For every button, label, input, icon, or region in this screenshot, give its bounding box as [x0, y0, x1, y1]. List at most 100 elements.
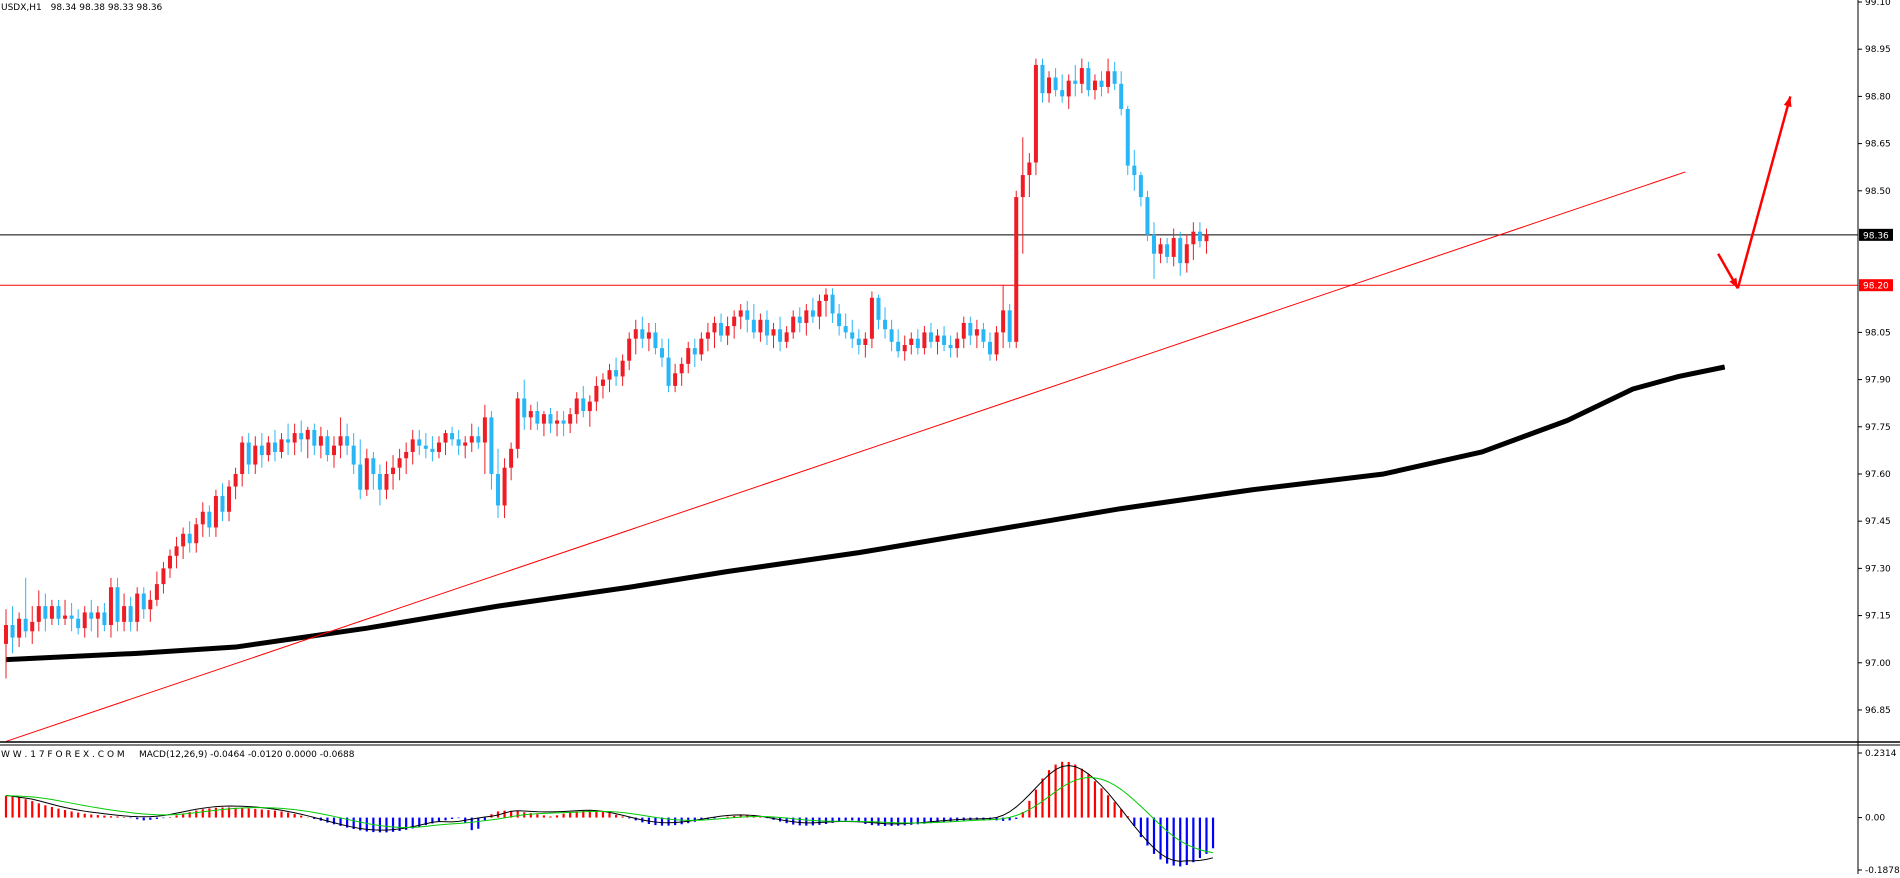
candle-body: [784, 332, 789, 342]
candle-body: [909, 338, 914, 345]
candle-body: [4, 625, 8, 644]
candle-body: [1053, 77, 1058, 91]
candle-body: [63, 615, 68, 619]
candle-body: [935, 335, 940, 342]
candle-body: [528, 411, 533, 418]
candle-body: [1047, 77, 1052, 94]
candle-body: [95, 612, 100, 619]
candle-body: [332, 445, 336, 456]
candle-body: [869, 297, 874, 339]
candle-body: [1066, 80, 1071, 97]
candle-body: [771, 329, 776, 336]
candle-body: [377, 473, 382, 490]
candle-body: [876, 297, 881, 320]
candle-body: [69, 615, 74, 619]
candle-body: [535, 411, 540, 424]
candle-body: [830, 294, 835, 314]
moving-average-line: [5, 364, 1726, 663]
candle-body: [128, 606, 133, 622]
candle-body: [837, 313, 842, 327]
candle-body: [141, 593, 146, 610]
candle-body: [496, 473, 500, 506]
candle-body: [456, 439, 461, 446]
candle-body: [686, 348, 691, 364]
candle-body: [30, 621, 35, 632]
candle-body: [673, 373, 678, 386]
candle-body: [200, 511, 205, 525]
candle-body: [692, 348, 697, 355]
candle-body: [981, 329, 986, 342]
candle-body: [1020, 175, 1025, 198]
y-tick-label: 96.85: [1865, 706, 1891, 716]
candle-body: [1165, 244, 1170, 257]
candle-body: [286, 439, 291, 443]
candle-body: [856, 338, 861, 345]
candle-body: [23, 618, 28, 632]
candle-body: [928, 332, 933, 342]
y-tick-label: 97.90: [1865, 376, 1891, 386]
y-tick-label: 98.80: [1865, 92, 1891, 102]
candle-body: [482, 417, 487, 443]
candle-body: [627, 338, 632, 361]
candle-body: [1197, 231, 1202, 242]
candle-body: [161, 568, 166, 585]
candle-body: [318, 436, 323, 446]
candle-body: [299, 433, 304, 440]
candle-body: [974, 329, 979, 336]
candle-body: [305, 429, 310, 440]
candle-body: [561, 420, 566, 424]
candle-body: [476, 436, 481, 443]
candle-body: [213, 496, 218, 528]
candle-body: [404, 451, 409, 459]
candle-body: [614, 370, 619, 377]
candle-body: [1184, 244, 1189, 264]
candle-body: [1092, 80, 1097, 91]
candle-body: [1158, 244, 1163, 254]
candle-body: [10, 625, 15, 638]
candle-body: [1007, 310, 1012, 342]
y-tick-label: 98.95: [1865, 45, 1891, 55]
candle-body: [174, 546, 179, 556]
candle-body: [1040, 64, 1045, 94]
candle-body: [1119, 83, 1124, 109]
candle-body: [502, 467, 507, 506]
candle-body: [1106, 71, 1111, 87]
candle-body: [450, 433, 455, 440]
candle-body: [955, 338, 960, 349]
ohlc-label: 98.34 98.38 98.33 98.36: [51, 3, 163, 13]
candle-body: [194, 524, 199, 544]
candle-body: [896, 341, 901, 352]
candle-body: [345, 436, 350, 446]
candle-body: [1191, 231, 1196, 245]
chart-header-title: USDX,H1 98.34 98.38 98.33 98.36: [1, 3, 163, 13]
forecast-arrow-head: [1729, 277, 1738, 289]
y-tick-label: 97.45: [1865, 517, 1891, 527]
candle-body: [469, 436, 474, 443]
y-tick-label: 97.00: [1865, 659, 1891, 669]
candle-body: [824, 294, 828, 301]
candle-body: [1171, 237, 1176, 257]
candle-body: [732, 316, 737, 327]
candle-body: [168, 555, 172, 569]
candle-body: [1178, 237, 1183, 264]
candle-body: [148, 599, 153, 610]
forecast-arrow: [1736, 96, 1792, 289]
candle-body: [108, 587, 113, 626]
candle-body: [574, 398, 579, 415]
candle-body: [548, 414, 553, 424]
candle-body: [135, 593, 140, 622]
candle-body: [1027, 162, 1032, 176]
candle-body: [804, 310, 809, 323]
candle-body: [489, 417, 494, 474]
candle-body: [325, 436, 330, 456]
candle-body: [797, 316, 802, 323]
y-tick-label: 99.10: [1865, 0, 1891, 8]
candle-body: [246, 442, 251, 465]
candle-body: [994, 332, 999, 355]
candle-body: [266, 442, 271, 456]
candle-body: [522, 398, 527, 418]
y-tick-label: 98.50: [1865, 187, 1891, 197]
candle-body: [568, 414, 573, 424]
candle-body: [640, 329, 645, 339]
candle-body: [758, 319, 763, 333]
